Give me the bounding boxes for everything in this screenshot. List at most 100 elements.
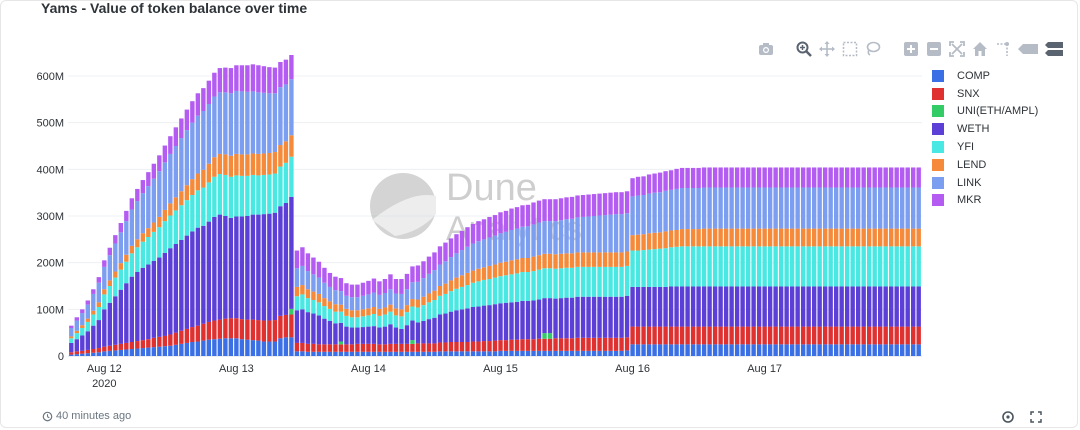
- bar-segment[interactable]: [536, 350, 542, 356]
- bar-segment[interactable]: [657, 192, 663, 233]
- bar-segment[interactable]: [685, 286, 690, 327]
- bar-segment[interactable]: [811, 326, 817, 345]
- bar-segment[interactable]: [129, 198, 135, 210]
- bar-segment[interactable]: [861, 326, 866, 345]
- bar-segment[interactable]: [509, 208, 514, 230]
- bar-segment[interactable]: [756, 187, 762, 229]
- bar-segment[interactable]: [547, 333, 553, 339]
- bar-segment[interactable]: [140, 267, 146, 341]
- autoscale-icon[interactable]: [949, 41, 965, 57]
- bar-stack[interactable]: [135, 188, 140, 356]
- bar-segment[interactable]: [817, 326, 822, 345]
- bar-segment[interactable]: [476, 241, 481, 269]
- bar-segment[interactable]: [635, 195, 641, 235]
- bar-stack[interactable]: [575, 195, 580, 356]
- bar-segment[interactable]: [745, 326, 751, 345]
- bar-segment[interactable]: [872, 167, 877, 188]
- bar-segment[interactable]: [118, 269, 124, 290]
- bar-segment[interactable]: [602, 266, 608, 297]
- bar-stack[interactable]: [228, 68, 234, 356]
- bar-segment[interactable]: [784, 246, 789, 287]
- bar-segment[interactable]: [536, 222, 542, 256]
- bar-segment[interactable]: [558, 268, 564, 299]
- bar-segment[interactable]: [624, 213, 630, 252]
- bar-segment[interactable]: [426, 319, 432, 344]
- bar-segment[interactable]: [558, 298, 564, 339]
- bar-stack[interactable]: [415, 265, 421, 356]
- bar-segment[interactable]: [883, 286, 888, 327]
- bar-segment[interactable]: [267, 67, 272, 94]
- bar-segment[interactable]: [393, 343, 399, 352]
- bar-segment[interactable]: [905, 187, 910, 229]
- bar-segment[interactable]: [800, 344, 806, 356]
- bar-stack[interactable]: [151, 163, 157, 356]
- bar-segment[interactable]: [707, 187, 712, 229]
- bar-segment[interactable]: [234, 338, 239, 356]
- bar-stack[interactable]: [872, 167, 877, 356]
- bar-segment[interactable]: [586, 266, 591, 297]
- bar-stack[interactable]: [800, 167, 806, 356]
- bar-segment[interactable]: [311, 257, 316, 275]
- bar-stack[interactable]: [569, 196, 575, 356]
- bar-segment[interactable]: [80, 325, 85, 328]
- bar-segment[interactable]: [855, 187, 861, 229]
- bar-segment[interactable]: [146, 228, 151, 237]
- bar-segment[interactable]: [195, 325, 201, 342]
- bar-segment[interactable]: [591, 296, 597, 338]
- bar-segment[interactable]: [239, 319, 245, 340]
- bar-segment[interactable]: [916, 326, 921, 345]
- bar-segment[interactable]: [553, 350, 558, 356]
- bar-segment[interactable]: [305, 298, 311, 313]
- bar-segment[interactable]: [630, 326, 635, 345]
- bar-segment[interactable]: [872, 228, 877, 247]
- bar-segment[interactable]: [613, 350, 619, 356]
- bar-segment[interactable]: [745, 228, 751, 247]
- spike-lines-icon[interactable]: [995, 41, 1011, 57]
- bar-segment[interactable]: [382, 314, 388, 327]
- bar-segment[interactable]: [894, 187, 899, 229]
- bar-segment[interactable]: [690, 167, 696, 188]
- bar-segment[interactable]: [751, 187, 756, 229]
- bar-segment[interactable]: [206, 321, 212, 340]
- bar-segment[interactable]: [778, 344, 784, 356]
- bar-segment[interactable]: [861, 187, 866, 229]
- bar-segment[interactable]: [866, 286, 872, 327]
- bar-segment[interactable]: [685, 246, 690, 287]
- bar-segment[interactable]: [910, 167, 916, 188]
- bar-segment[interactable]: [822, 326, 828, 345]
- bar-segment[interactable]: [217, 338, 223, 356]
- bar-segment[interactable]: [696, 229, 701, 247]
- bar-segment[interactable]: [124, 210, 129, 222]
- bar-segment[interactable]: [652, 192, 657, 233]
- bar-segment[interactable]: [641, 344, 646, 356]
- bar-segment[interactable]: [289, 79, 294, 136]
- bar-segment[interactable]: [833, 187, 839, 229]
- bar-segment[interactable]: [432, 290, 437, 300]
- bar-segment[interactable]: [828, 187, 833, 229]
- bar-segment[interactable]: [124, 342, 129, 350]
- bar-segment[interactable]: [151, 222, 157, 232]
- bar-segment[interactable]: [503, 302, 509, 341]
- bar-segment[interactable]: [168, 153, 173, 204]
- bar-segment[interactable]: [866, 167, 872, 188]
- bar-segment[interactable]: [751, 167, 756, 188]
- bar-segment[interactable]: [333, 323, 338, 345]
- bar-segment[interactable]: [113, 243, 118, 272]
- bar-segment[interactable]: [663, 171, 668, 191]
- bar-segment[interactable]: [608, 337, 613, 351]
- bar-segment[interactable]: [228, 68, 234, 94]
- bar-segment[interactable]: [113, 350, 118, 356]
- bar-segment[interactable]: [613, 296, 619, 338]
- bar-segment[interactable]: [124, 283, 129, 343]
- bar-segment[interactable]: [861, 344, 866, 356]
- bar-segment[interactable]: [151, 337, 157, 348]
- bar-segment[interactable]: [399, 343, 404, 352]
- bar-stack[interactable]: [377, 281, 382, 356]
- bar-segment[interactable]: [514, 207, 520, 229]
- bar-segment[interactable]: [767, 286, 773, 327]
- bar-segment[interactable]: [487, 216, 492, 238]
- bar-segment[interactable]: [195, 190, 201, 228]
- bar-segment[interactable]: [415, 299, 421, 308]
- bar-segment[interactable]: [894, 326, 899, 345]
- bar-segment[interactable]: [382, 279, 388, 293]
